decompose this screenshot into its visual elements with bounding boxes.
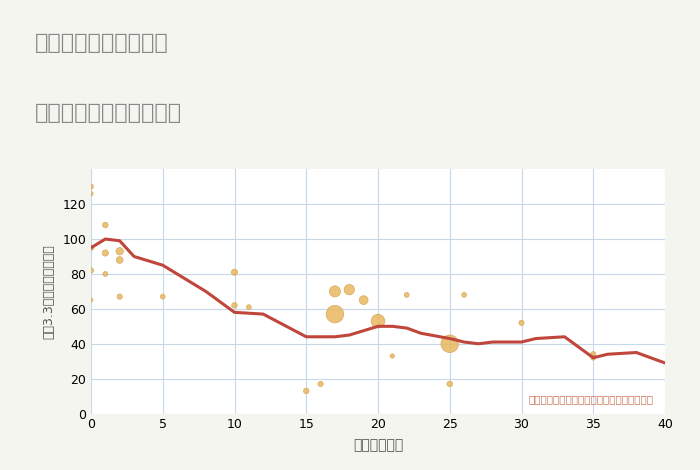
Point [458, 291, 470, 298]
Point [229, 302, 240, 309]
Point [344, 286, 355, 293]
Point [315, 380, 326, 388]
Point [301, 387, 312, 395]
Point [358, 297, 370, 304]
Point [157, 293, 169, 300]
Point [114, 293, 125, 300]
Text: 築年数別中古戸建て価格: 築年数別中古戸建て価格 [35, 103, 182, 124]
Point [588, 351, 599, 358]
Point [85, 190, 97, 197]
Point [99, 270, 111, 278]
Point [229, 268, 240, 276]
Point [244, 303, 255, 311]
Point [516, 319, 527, 327]
Point [386, 352, 398, 360]
Point [99, 221, 111, 229]
Point [85, 244, 97, 251]
Point [330, 288, 341, 295]
Point [588, 354, 599, 361]
Point [85, 266, 97, 274]
Point [444, 380, 456, 388]
Point [85, 297, 97, 304]
X-axis label: 築年数（年）: 築年数（年） [353, 439, 403, 453]
Point [114, 248, 125, 255]
Point [330, 310, 341, 318]
Point [114, 256, 125, 264]
Text: 円の大きさは、取引のあった物件面積を示す: 円の大きさは、取引のあった物件面積を示す [528, 394, 654, 404]
Point [401, 291, 412, 298]
Text: 兵庫県三田市駅前町の: 兵庫県三田市駅前町の [35, 33, 169, 53]
Point [99, 249, 111, 257]
Point [372, 317, 384, 325]
Point [85, 183, 97, 190]
Point [444, 340, 456, 347]
Y-axis label: 坪（3.3㎡）単価（万円）: 坪（3.3㎡）単価（万円） [42, 244, 55, 339]
